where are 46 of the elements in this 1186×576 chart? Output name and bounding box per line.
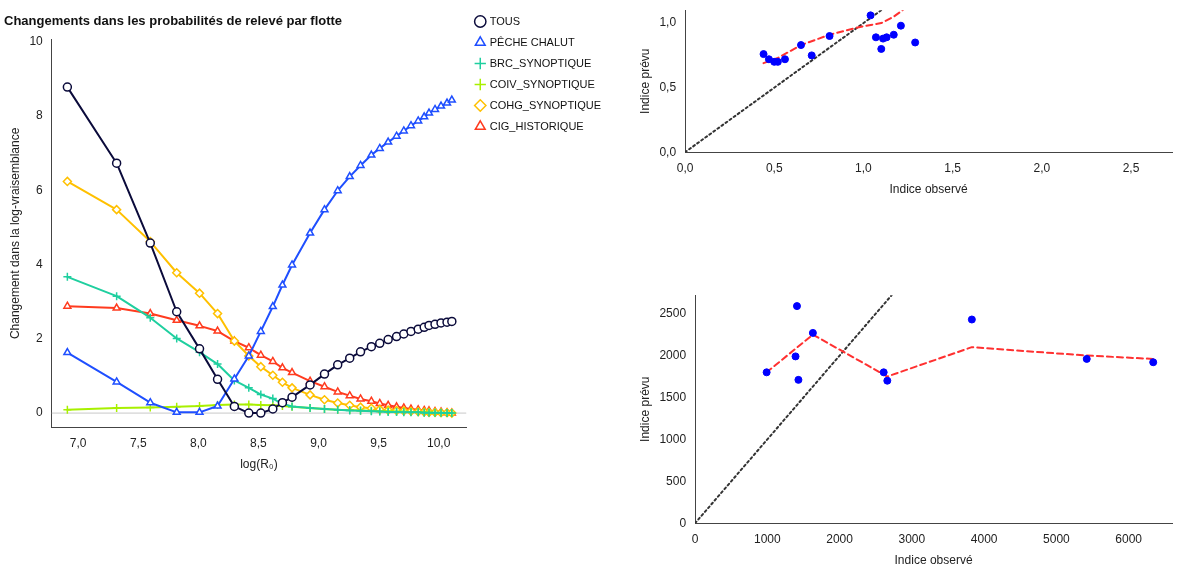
x-tick-label: 4000: [970, 531, 998, 546]
x-axis-title: Indice observé: [894, 553, 973, 568]
y-tick-label: 0: [36, 405, 44, 420]
x-tick-label: 2,0: [1033, 160, 1051, 175]
y-tick-label: 1,0: [659, 15, 677, 30]
legend-label: COIV_SYNOPTIQUE: [489, 77, 595, 90]
legend-label: CIG_HISTORIQUE: [489, 119, 584, 132]
x-axis-title: log(R₀): [240, 457, 278, 472]
x-tick-label: 2000: [826, 531, 854, 546]
y-tick-label: 0,5: [659, 79, 677, 94]
y-tick-label: 1500: [659, 389, 687, 404]
y-tick-label: 500: [666, 473, 687, 488]
y-tick-label: 4: [36, 256, 44, 271]
legend-label: BRC_SYNOPTIQUE: [489, 56, 592, 69]
y-tick-label: 10: [29, 34, 44, 49]
y-tick-label: 2000: [659, 347, 687, 362]
y-axis-title: Indice prévu: [637, 376, 652, 442]
x-tick-label: 6000: [1115, 531, 1143, 546]
x-tick-label: 10,0: [426, 435, 451, 450]
y-axis-title: Indice prévu: [637, 48, 652, 114]
x-tick-label: 0: [691, 531, 699, 546]
x-tick-label: 7,0: [69, 435, 87, 450]
y-tick-label: 0,0: [659, 144, 677, 159]
x-tick-label: 1000: [754, 531, 782, 546]
x-tick-label: 9,5: [370, 435, 388, 450]
chart-title: Changements dans les probabilités de relevé par flotte: [4, 13, 343, 29]
x-tick-label: 1,5: [944, 160, 962, 175]
x-tick-label: 7,5: [129, 435, 147, 450]
x-tick-label: 2,5: [1122, 160, 1140, 175]
x-tick-label: 0,5: [765, 160, 783, 175]
legend-label: PÊCHE CHALUT: [489, 35, 575, 48]
legend-label: COHG_SYNOPTIQUE: [489, 98, 602, 111]
y-tick-label: 8: [36, 108, 44, 123]
x-tick-label: 8,0: [189, 435, 207, 450]
x-tick-label: 1,0: [855, 160, 873, 175]
y-tick-label: 6: [36, 182, 44, 197]
x-tick-label: 3000: [898, 531, 926, 546]
x-tick-label: 9,0: [310, 435, 328, 450]
x-tick-label: 5000: [1043, 531, 1071, 546]
y-tick-label: 0: [679, 515, 687, 530]
legend-label: TOUS: [489, 14, 521, 27]
y-axis-title: Changement dans la log-vraisemblance: [7, 127, 22, 340]
y-tick-label: 2500: [659, 305, 687, 320]
x-axis-title: Indice observé: [889, 182, 968, 197]
y-tick-label: 2: [36, 331, 44, 346]
x-tick-label: 8,5: [250, 435, 268, 450]
